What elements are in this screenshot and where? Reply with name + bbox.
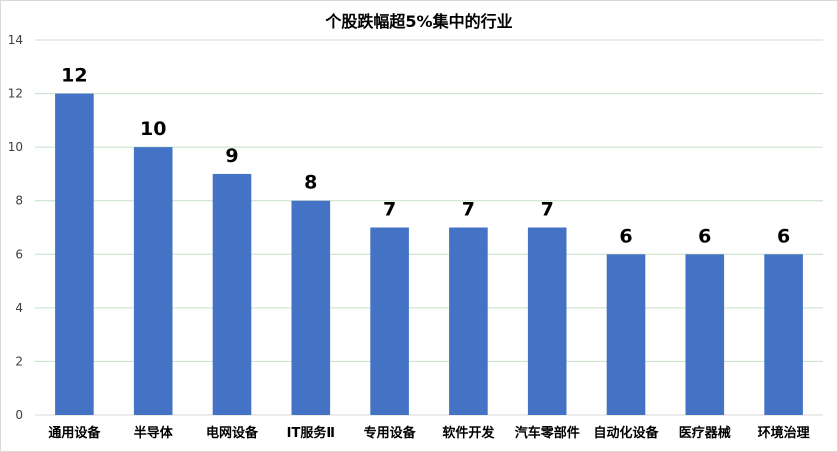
x-tick-label: 软件开发 bbox=[442, 425, 495, 441]
bar bbox=[764, 254, 803, 415]
data-label: 7 bbox=[462, 199, 475, 221]
data-label: 9 bbox=[225, 145, 238, 167]
data-label: 10 bbox=[140, 118, 166, 140]
y-tick-label: 10 bbox=[8, 140, 23, 154]
y-tick-label: 0 bbox=[15, 408, 23, 422]
y-tick-label: 2 bbox=[15, 354, 23, 368]
data-label: 6 bbox=[619, 225, 632, 247]
bar bbox=[606, 254, 646, 415]
x-tick-label: 环境治理 bbox=[758, 425, 810, 441]
data-label: 6 bbox=[777, 225, 790, 247]
y-tick-label: 4 bbox=[15, 301, 23, 315]
y-tick-label: 6 bbox=[15, 247, 23, 261]
y-tick-label: 14 bbox=[8, 33, 23, 47]
y-tick-label: 8 bbox=[15, 194, 23, 208]
x-tick-label: 汽车零部件 bbox=[515, 425, 580, 441]
bar bbox=[291, 200, 331, 415]
bar bbox=[527, 227, 567, 415]
x-tick-label: IT服务Ⅱ bbox=[287, 425, 335, 441]
chart-title: 个股跌幅超5%集中的行业 bbox=[325, 12, 513, 31]
x-tick-label: 通用设备 bbox=[48, 425, 101, 441]
x-tick-label: 半导体 bbox=[134, 425, 174, 441]
data-label: 7 bbox=[541, 199, 554, 221]
bar bbox=[55, 93, 94, 416]
x-tick-label: 医疗器械 bbox=[679, 425, 731, 441]
y-tick-label: 12 bbox=[8, 87, 23, 101]
data-label: 12 bbox=[61, 65, 87, 87]
data-label: 8 bbox=[304, 172, 317, 194]
bar bbox=[685, 254, 725, 415]
x-tick-label: 专用设备 bbox=[364, 425, 417, 441]
bar bbox=[449, 227, 488, 415]
x-tick-label: 电网设备 bbox=[206, 425, 259, 441]
bar bbox=[133, 147, 173, 415]
data-label: 6 bbox=[698, 225, 711, 247]
bar bbox=[212, 173, 252, 415]
bar bbox=[370, 227, 409, 415]
x-tick-label: 自动化设备 bbox=[593, 425, 659, 441]
data-label: 7 bbox=[383, 199, 396, 221]
